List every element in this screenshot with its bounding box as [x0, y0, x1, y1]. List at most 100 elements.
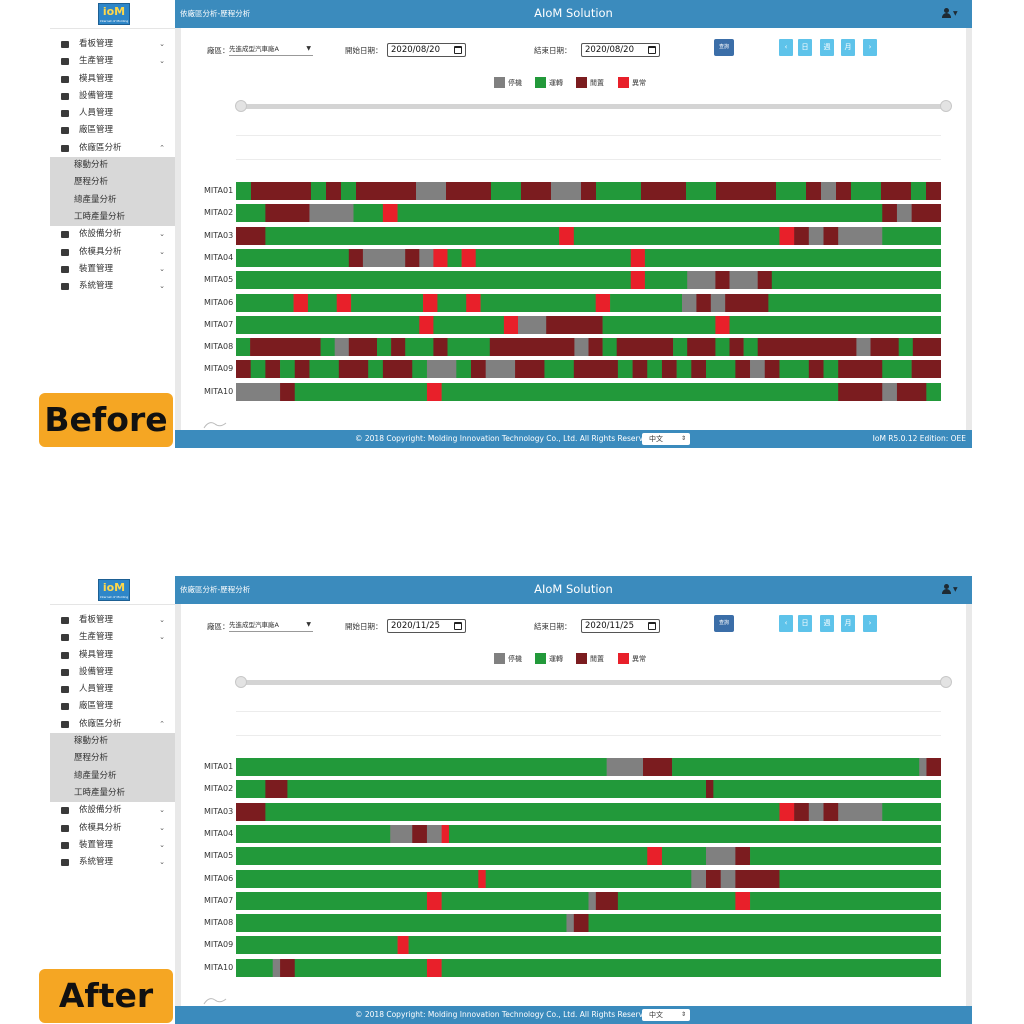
sidebar-item-machine-analysis[interactable]: 依設備分析 ⌄: [50, 226, 175, 243]
status-segment[interactable]: [437, 293, 467, 312]
status-segment[interactable]: [641, 182, 687, 200]
status-segment[interactable]: [566, 914, 575, 933]
status-segment[interactable]: [362, 248, 406, 267]
status-segment[interactable]: [518, 315, 547, 334]
status-segment[interactable]: [294, 360, 310, 379]
status-segment[interactable]: [691, 869, 707, 888]
status-segment[interactable]: [750, 891, 941, 910]
status-segment[interactable]: [236, 360, 251, 379]
time-range-slider[interactable]: [241, 104, 946, 109]
status-segment[interactable]: [595, 891, 619, 910]
status-segment[interactable]: [710, 293, 726, 312]
slider-handle-right[interactable]: [940, 100, 952, 112]
status-segment[interactable]: [602, 315, 716, 334]
status-segment[interactable]: [630, 248, 646, 267]
status-segment[interactable]: [433, 338, 448, 357]
status-segment[interactable]: [757, 338, 857, 357]
status-segment[interactable]: [661, 847, 707, 866]
status-segment[interactable]: [348, 248, 364, 267]
status-segment[interactable]: [713, 780, 941, 799]
status-segment[interactable]: [715, 315, 730, 334]
status-segment[interactable]: [779, 360, 810, 379]
status-segment[interactable]: [447, 248, 462, 267]
chart-toggle-icon[interactable]: [203, 995, 227, 1005]
machine-timeline[interactable]: [236, 847, 941, 866]
status-segment[interactable]: [706, 360, 736, 379]
status-segment[interactable]: [250, 338, 321, 357]
status-segment[interactable]: [236, 936, 398, 955]
status-segment[interactable]: [647, 847, 663, 866]
language-select[interactable]: 中文 ⇕: [642, 1009, 690, 1021]
user-menu-icon[interactable]: ▼: [942, 584, 958, 594]
status-segment[interactable]: [326, 182, 342, 200]
status-segment[interactable]: [617, 360, 633, 379]
status-segment[interactable]: [882, 204, 898, 223]
status-segment[interactable]: [596, 182, 642, 200]
status-segment[interactable]: [632, 360, 648, 379]
status-segment[interactable]: [687, 271, 716, 290]
status-segment[interactable]: [250, 360, 266, 379]
status-segment[interactable]: [706, 780, 714, 799]
status-segment[interactable]: [485, 360, 516, 379]
status-segment[interactable]: [926, 182, 941, 200]
sidebar-item-plant-analysis[interactable]: 依廠區分析 ⌃: [50, 140, 175, 157]
status-segment[interactable]: [311, 182, 327, 200]
status-segment[interactable]: [696, 293, 712, 312]
status-segment[interactable]: [838, 360, 883, 379]
status-segment[interactable]: [236, 802, 266, 821]
status-segment[interactable]: [882, 382, 898, 401]
next-button[interactable]: ›: [863, 39, 877, 56]
status-segment[interactable]: [489, 338, 575, 357]
status-segment[interactable]: [412, 824, 428, 843]
status-segment[interactable]: [896, 204, 912, 223]
status-segment[interactable]: [768, 293, 941, 312]
status-segment[interactable]: [729, 271, 759, 290]
status-segment[interactable]: [491, 182, 522, 200]
status-segment[interactable]: [236, 382, 281, 401]
status-segment[interactable]: [441, 382, 839, 401]
status-segment[interactable]: [391, 338, 406, 357]
status-segment[interactable]: [551, 182, 582, 200]
status-segment[interactable]: [764, 360, 780, 379]
status-segment[interactable]: [735, 891, 751, 910]
sidebar-item-dashboard[interactable]: 看板管理 ⌄: [50, 612, 175, 629]
status-segment[interactable]: [236, 271, 632, 290]
status-segment[interactable]: [448, 824, 941, 843]
status-segment[interactable]: [341, 182, 357, 200]
status-segment[interactable]: [293, 293, 309, 312]
machine-timeline[interactable]: [236, 824, 941, 843]
status-segment[interactable]: [397, 936, 409, 955]
status-segment[interactable]: [643, 758, 673, 776]
status-segment[interactable]: [368, 360, 384, 379]
week-button[interactable]: 週: [820, 615, 834, 632]
status-segment[interactable]: [851, 182, 882, 200]
status-segment[interactable]: [433, 315, 505, 334]
status-segment[interactable]: [716, 182, 777, 200]
machine-timeline[interactable]: [236, 226, 941, 245]
status-segment[interactable]: [686, 182, 717, 200]
day-button[interactable]: 日: [798, 615, 812, 632]
sidebar-subitem-utilization[interactable]: 稼動分析: [50, 157, 175, 175]
status-segment[interactable]: [836, 182, 852, 200]
machine-timeline[interactable]: [236, 204, 941, 223]
user-menu-icon[interactable]: ▼: [942, 8, 958, 18]
status-segment[interactable]: [743, 338, 758, 357]
status-segment[interactable]: [382, 204, 398, 223]
status-segment[interactable]: [416, 182, 447, 200]
status-segment[interactable]: [573, 226, 780, 245]
status-segment[interactable]: [236, 780, 266, 799]
status-segment[interactable]: [236, 869, 479, 888]
query-button[interactable]: 查詢: [714, 39, 734, 56]
chart-toggle-icon[interactable]: [203, 419, 227, 429]
machine-timeline[interactable]: [236, 869, 941, 888]
sidebar-subitem-utilization[interactable]: 稼動分析: [50, 733, 175, 751]
status-segment[interactable]: [823, 360, 839, 379]
status-segment[interactable]: [544, 360, 575, 379]
prev-button[interactable]: ‹: [779, 39, 793, 56]
status-segment[interactable]: [356, 182, 417, 200]
machine-timeline[interactable]: [236, 780, 941, 799]
status-segment[interactable]: [661, 360, 677, 379]
status-segment[interactable]: [573, 360, 619, 379]
status-segment[interactable]: [426, 891, 442, 910]
machine-timeline[interactable]: [236, 338, 941, 357]
